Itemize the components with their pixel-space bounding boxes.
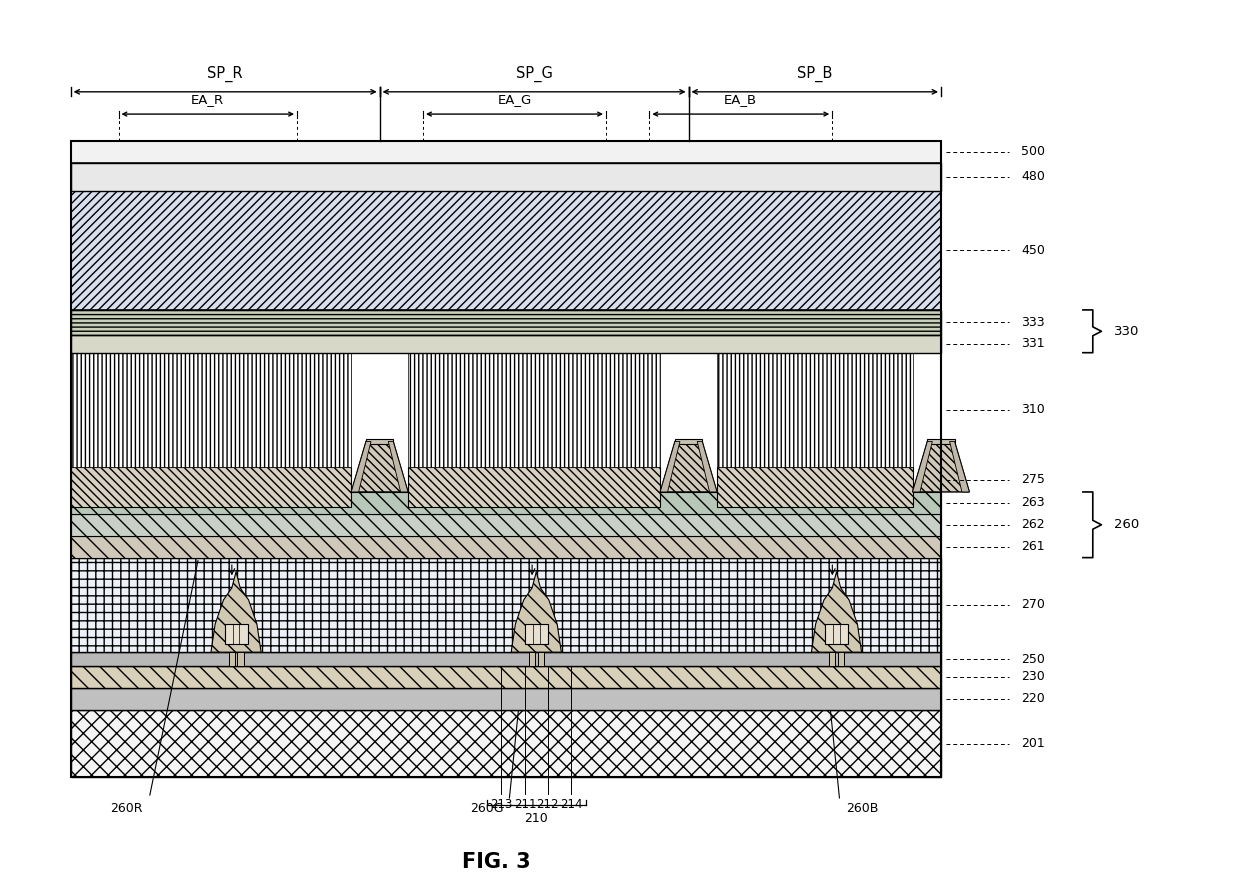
Polygon shape [950, 442, 970, 492]
Polygon shape [660, 442, 680, 492]
Bar [366, 439, 393, 444]
Text: SP_R: SP_R [207, 65, 243, 82]
Text: 213: 213 [490, 798, 512, 811]
Text: 480: 480 [1022, 170, 1045, 183]
Bar [838, 652, 844, 666]
Text: 261: 261 [1022, 540, 1045, 553]
Text: 270: 270 [1022, 599, 1045, 611]
Polygon shape [913, 442, 932, 492]
Bar [71, 513, 941, 536]
Bar [71, 492, 941, 513]
Bar [408, 467, 660, 507]
Polygon shape [351, 442, 408, 492]
Bar [675, 439, 702, 444]
Text: 263: 263 [1022, 496, 1045, 510]
Bar [71, 191, 941, 310]
Text: 211: 211 [513, 798, 536, 811]
Text: 333: 333 [1022, 316, 1045, 329]
Text: EA_R: EA_R [191, 93, 224, 106]
Bar [71, 710, 941, 778]
Text: 214: 214 [559, 798, 583, 811]
Polygon shape [351, 442, 371, 492]
Text: 262: 262 [1022, 518, 1045, 531]
Polygon shape [211, 572, 262, 652]
Bar [528, 652, 534, 666]
Bar [71, 557, 941, 652]
Bar [408, 353, 660, 467]
Text: FIG. 3: FIG. 3 [463, 852, 531, 872]
Text: 260R: 260R [110, 802, 143, 814]
Text: 210: 210 [525, 812, 548, 825]
Bar [71, 467, 351, 507]
Text: SP_B: SP_B [797, 65, 832, 82]
Bar [71, 353, 351, 467]
Bar [928, 439, 955, 444]
Text: EA_B: EA_B [724, 93, 758, 106]
Text: 230: 230 [1022, 670, 1045, 684]
Polygon shape [388, 442, 408, 492]
Bar [525, 624, 548, 644]
Bar [71, 141, 941, 163]
Text: 260G: 260G [470, 802, 503, 814]
Text: 450: 450 [1022, 244, 1045, 257]
Text: 260B: 260B [846, 802, 878, 814]
Text: 275: 275 [1022, 473, 1045, 486]
Text: 310: 310 [1022, 403, 1045, 417]
Bar [825, 624, 848, 644]
Bar [71, 536, 941, 557]
Polygon shape [913, 442, 970, 492]
Bar [71, 688, 941, 710]
Bar [71, 310, 941, 335]
Text: 331: 331 [1022, 337, 1045, 350]
Bar [71, 335, 941, 353]
Bar [537, 652, 544, 666]
Text: 330: 330 [1114, 324, 1140, 338]
Text: 500: 500 [1022, 145, 1045, 159]
Bar [228, 652, 234, 666]
Polygon shape [697, 442, 717, 492]
Bar [71, 163, 941, 191]
Bar [224, 624, 248, 644]
Polygon shape [511, 572, 562, 652]
Bar [237, 652, 243, 666]
Bar [71, 141, 941, 778]
Text: 260: 260 [1114, 518, 1140, 531]
Text: EA_G: EA_G [497, 93, 532, 106]
Bar [71, 666, 941, 688]
Text: 220: 220 [1022, 693, 1045, 705]
Polygon shape [811, 572, 862, 652]
Text: 250: 250 [1022, 652, 1045, 666]
Text: SP_G: SP_G [516, 65, 553, 82]
Bar [717, 467, 913, 507]
Bar [717, 353, 913, 467]
Polygon shape [660, 442, 717, 492]
Bar [830, 652, 836, 666]
Text: 212: 212 [537, 798, 559, 811]
Text: 201: 201 [1022, 737, 1045, 750]
Bar [71, 652, 941, 666]
